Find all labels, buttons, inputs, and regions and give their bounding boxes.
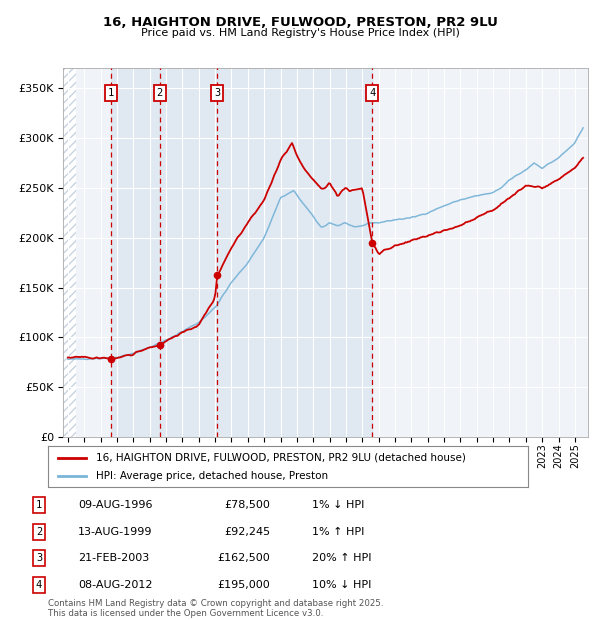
Text: 2: 2 [157, 88, 163, 98]
Text: £78,500: £78,500 [224, 500, 270, 510]
Bar [160, 68, 217, 437]
Text: 3: 3 [214, 88, 220, 98]
Text: £162,500: £162,500 [217, 553, 270, 564]
Text: 13-AUG-1999: 13-AUG-1999 [78, 526, 152, 537]
Text: £195,000: £195,000 [217, 580, 270, 590]
Text: Price paid vs. HM Land Registry's House Price Index (HPI): Price paid vs. HM Land Registry's House … [140, 28, 460, 38]
Text: 2: 2 [36, 526, 42, 537]
Text: 09-AUG-1996: 09-AUG-1996 [78, 500, 152, 510]
Text: 4: 4 [370, 88, 376, 98]
Text: 21-FEB-2003: 21-FEB-2003 [78, 553, 149, 564]
Text: £92,245: £92,245 [224, 526, 270, 537]
Text: 4: 4 [36, 580, 42, 590]
Text: 10% ↓ HPI: 10% ↓ HPI [312, 580, 371, 590]
Text: HPI: Average price, detached house, Preston: HPI: Average price, detached house, Pres… [96, 471, 328, 481]
Text: 08-AUG-2012: 08-AUG-2012 [78, 580, 152, 590]
Text: 16, HAIGHTON DRIVE, FULWOOD, PRESTON, PR2 9LU (detached house): 16, HAIGHTON DRIVE, FULWOOD, PRESTON, PR… [96, 453, 466, 463]
Text: 1: 1 [107, 88, 114, 98]
Bar [111, 68, 160, 437]
Bar [217, 68, 373, 437]
Text: 1: 1 [36, 500, 42, 510]
Text: 1% ↓ HPI: 1% ↓ HPI [312, 500, 364, 510]
Text: 3: 3 [36, 553, 42, 564]
Text: 16, HAIGHTON DRIVE, FULWOOD, PRESTON, PR2 9LU: 16, HAIGHTON DRIVE, FULWOOD, PRESTON, PR… [103, 16, 497, 29]
Text: Contains HM Land Registry data © Crown copyright and database right 2025.
This d: Contains HM Land Registry data © Crown c… [48, 599, 383, 618]
Text: 1% ↑ HPI: 1% ↑ HPI [312, 526, 364, 537]
Text: 20% ↑ HPI: 20% ↑ HPI [312, 553, 371, 564]
